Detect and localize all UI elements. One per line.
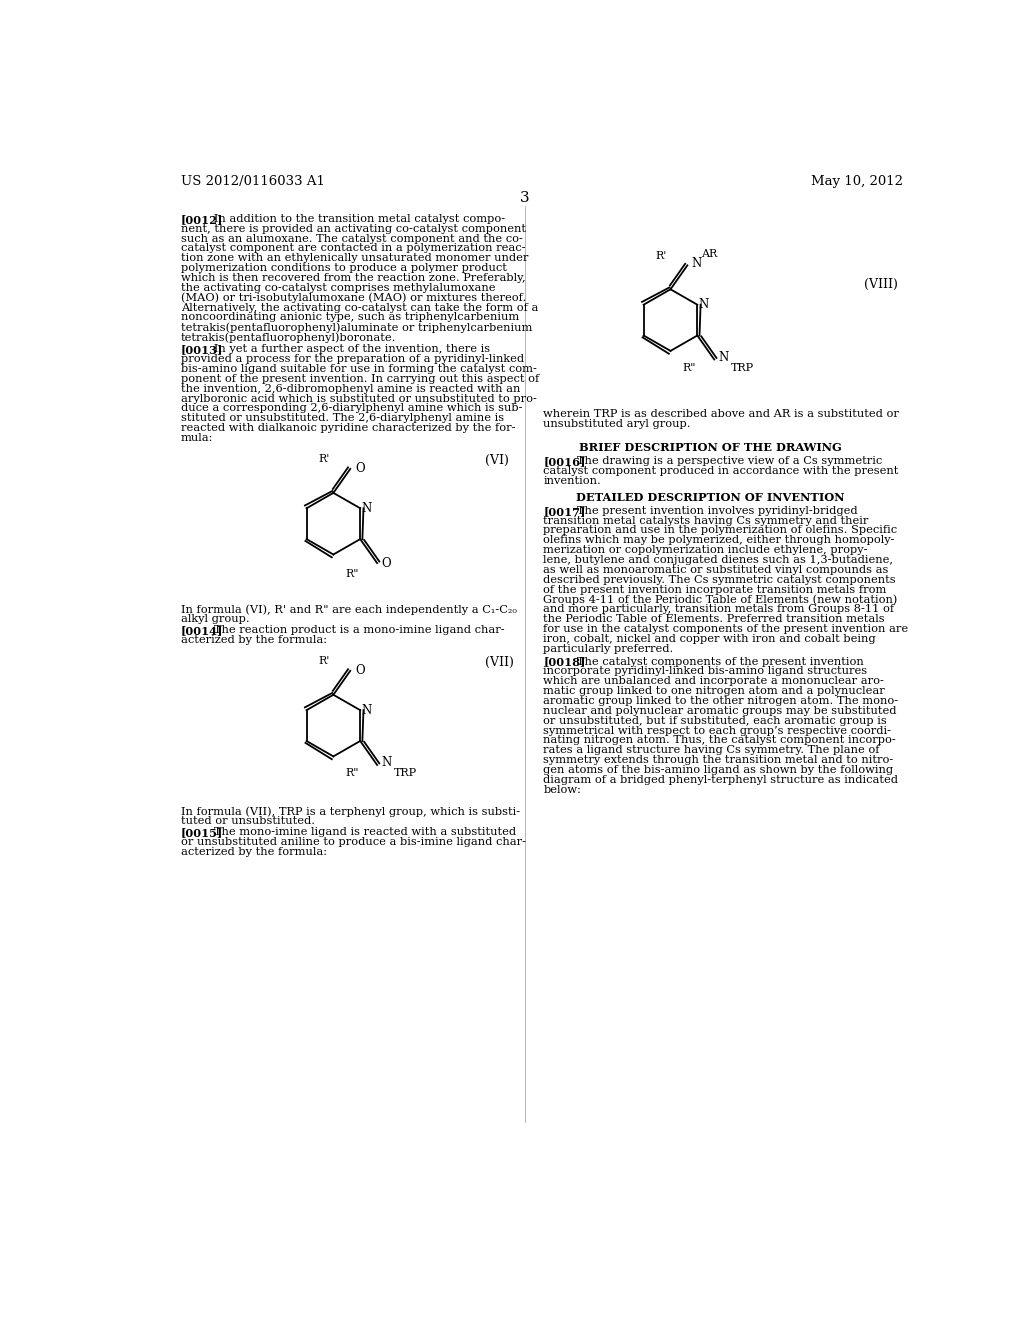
Text: the Periodic Table of Elements. Preferred transition metals: the Periodic Table of Elements. Preferre… xyxy=(544,614,885,624)
Text: [0012]: [0012] xyxy=(180,214,223,224)
Text: N: N xyxy=(382,756,392,770)
Text: as well as monoaromatic or substituted vinyl compounds as: as well as monoaromatic or substituted v… xyxy=(544,565,889,574)
Text: [0015]: [0015] xyxy=(180,826,223,838)
Text: merization or copolymerization include ethylene, propy-: merization or copolymerization include e… xyxy=(544,545,868,556)
Text: incorporate pyridinyl-linked bis-amino ligand structures: incorporate pyridinyl-linked bis-amino l… xyxy=(544,667,867,676)
Text: aromatic group linked to the other nitrogen atom. The mono-: aromatic group linked to the other nitro… xyxy=(544,696,898,706)
Text: The drawing is a perspective view of a Cs symmetric: The drawing is a perspective view of a C… xyxy=(566,457,883,466)
Text: (VI): (VI) xyxy=(484,454,508,467)
Text: symmetry extends through the transition metal and to nitro-: symmetry extends through the transition … xyxy=(544,755,894,766)
Text: The present invention involves pyridinyl-bridged: The present invention involves pyridinyl… xyxy=(566,506,857,516)
Text: bis-amino ligand suitable for use in forming the catalyst com-: bis-amino ligand suitable for use in for… xyxy=(180,364,537,374)
Text: 3: 3 xyxy=(520,191,529,205)
Text: N: N xyxy=(361,704,372,717)
Text: particularly preferred.: particularly preferred. xyxy=(544,644,674,653)
Text: tion zone with an ethylenically unsaturated monomer under: tion zone with an ethylenically unsatura… xyxy=(180,253,528,263)
Text: [0018]: [0018] xyxy=(544,656,586,668)
Text: May 10, 2012: May 10, 2012 xyxy=(811,176,903,189)
Text: the activating co-catalyst comprises methylalumoxane: the activating co-catalyst comprises met… xyxy=(180,282,496,293)
Text: nating nitrogen atom. Thus, the catalyst component incorpo-: nating nitrogen atom. Thus, the catalyst… xyxy=(544,735,896,746)
Text: mula:: mula: xyxy=(180,433,213,444)
Text: O: O xyxy=(382,557,391,569)
Text: symmetrical with respect to each group’s respective coordi-: symmetrical with respect to each group’s… xyxy=(544,726,892,735)
Text: invention.: invention. xyxy=(544,475,601,486)
Text: lene, butylene and conjugated dienes such as 1,3-butadiene,: lene, butylene and conjugated dienes suc… xyxy=(544,554,893,565)
Text: TRP: TRP xyxy=(731,363,755,372)
Text: which is then recovered from the reaction zone. Preferably,: which is then recovered from the reactio… xyxy=(180,273,525,282)
Text: N: N xyxy=(691,256,701,269)
Text: In addition to the transition metal catalyst compo-: In addition to the transition metal cata… xyxy=(203,214,506,224)
Text: N: N xyxy=(699,298,710,312)
Text: wherein TRP is as described above and AR is a substituted or: wherein TRP is as described above and AR… xyxy=(544,409,899,418)
Text: TRP: TRP xyxy=(394,768,418,777)
Text: BRIEF DESCRIPTION OF THE DRAWING: BRIEF DESCRIPTION OF THE DRAWING xyxy=(579,442,842,453)
Text: N: N xyxy=(361,502,372,515)
Text: transition metal catalysts having Cs symmetry and their: transition metal catalysts having Cs sym… xyxy=(544,516,868,525)
Text: nuclear and polynuclear aromatic groups may be substituted: nuclear and polynuclear aromatic groups … xyxy=(544,706,897,715)
Text: R": R" xyxy=(345,569,358,579)
Text: AR: AR xyxy=(701,249,718,259)
Text: R": R" xyxy=(682,363,695,372)
Text: O: O xyxy=(355,664,365,677)
Text: (VII): (VII) xyxy=(484,656,513,669)
Text: tetrakis(pentafluorophenyl)boronate.: tetrakis(pentafluorophenyl)boronate. xyxy=(180,333,396,343)
Text: of the present invention incorporate transition metals from: of the present invention incorporate tra… xyxy=(544,585,887,594)
Text: The mono-imine ligand is reacted with a substituted: The mono-imine ligand is reacted with a … xyxy=(203,826,516,837)
Text: N: N xyxy=(719,351,729,363)
Text: provided a process for the preparation of a pyridinyl-linked: provided a process for the preparation o… xyxy=(180,354,524,364)
Text: [0016]: [0016] xyxy=(544,457,586,467)
Text: acterized by the formula:: acterized by the formula: xyxy=(180,846,327,857)
Text: alkyl group.: alkyl group. xyxy=(180,614,249,624)
Text: duce a corresponding 2,6-diarylphenyl amine which is sub-: duce a corresponding 2,6-diarylphenyl am… xyxy=(180,404,522,413)
Text: diagram of a bridged phenyl-terphenyl structure as indicated: diagram of a bridged phenyl-terphenyl st… xyxy=(544,775,898,785)
Text: [0017]: [0017] xyxy=(544,506,586,516)
Text: nent, there is provided an activating co-catalyst component: nent, there is provided an activating co… xyxy=(180,223,525,234)
Text: such as an alumoxane. The catalyst component and the co-: such as an alumoxane. The catalyst compo… xyxy=(180,234,522,244)
Text: rates a ligand structure having Cs symmetry. The plane of: rates a ligand structure having Cs symme… xyxy=(544,746,880,755)
Text: preparation and use in the polymerization of olefins. Specific: preparation and use in the polymerizatio… xyxy=(544,525,897,536)
Text: acterized by the formula:: acterized by the formula: xyxy=(180,635,327,645)
Text: US 2012/0116033 A1: US 2012/0116033 A1 xyxy=(180,176,325,189)
Text: In yet a further aspect of the invention, there is: In yet a further aspect of the invention… xyxy=(203,345,490,354)
Text: described previously. The Cs symmetric catalyst components: described previously. The Cs symmetric c… xyxy=(544,574,896,585)
Text: iron, cobalt, nickel and copper with iron and cobalt being: iron, cobalt, nickel and copper with iro… xyxy=(544,634,876,644)
Text: The catalyst components of the present invention: The catalyst components of the present i… xyxy=(566,656,863,667)
Text: In formula (VI), R' and R" are each independently a C₁-C₂₀: In formula (VI), R' and R" are each inde… xyxy=(180,605,516,615)
Text: reacted with dialkanoic pyridine characterized by the for-: reacted with dialkanoic pyridine charact… xyxy=(180,424,515,433)
Text: unsubstituted aryl group.: unsubstituted aryl group. xyxy=(544,418,691,429)
Text: noncoordinating anionic type, such as triphenylcarbenium: noncoordinating anionic type, such as tr… xyxy=(180,313,519,322)
Text: and more particularly, transition metals from Groups 8-11 of: and more particularly, transition metals… xyxy=(544,605,895,614)
Text: the invention, 2,6-dibromophenyl amine is reacted with an: the invention, 2,6-dibromophenyl amine i… xyxy=(180,384,520,393)
Text: R': R' xyxy=(318,454,330,465)
Text: for use in the catalyst components of the present invention are: for use in the catalyst components of th… xyxy=(544,624,908,634)
Text: (VIII): (VIII) xyxy=(863,277,898,290)
Text: [0013]: [0013] xyxy=(180,345,223,355)
Text: polymerization conditions to produce a polymer product: polymerization conditions to produce a p… xyxy=(180,263,507,273)
Text: olefins which may be polymerized, either through homopoly-: olefins which may be polymerized, either… xyxy=(544,535,895,545)
Text: R': R' xyxy=(655,251,667,261)
Text: R': R' xyxy=(318,656,330,667)
Text: R": R" xyxy=(345,768,358,777)
Text: O: O xyxy=(355,462,365,475)
Text: tuted or unsubstituted.: tuted or unsubstituted. xyxy=(180,816,314,826)
Text: [0014]: [0014] xyxy=(180,624,223,636)
Text: Groups 4-11 of the Periodic Table of Elements (new notation): Groups 4-11 of the Periodic Table of Ele… xyxy=(544,594,898,605)
Text: matic group linked to one nitrogen atom and a polynuclear: matic group linked to one nitrogen atom … xyxy=(544,686,885,696)
Text: The reaction product is a mono-imine ligand char-: The reaction product is a mono-imine lig… xyxy=(203,624,505,635)
Text: In formula (VII), TRP is a terphenyl group, which is substi-: In formula (VII), TRP is a terphenyl gro… xyxy=(180,807,520,817)
Text: DETAILED DESCRIPTION OF INVENTION: DETAILED DESCRIPTION OF INVENTION xyxy=(575,492,844,503)
Text: or unsubstituted, but if substituted, each aromatic group is: or unsubstituted, but if substituted, ea… xyxy=(544,715,887,726)
Text: below:: below: xyxy=(544,784,582,795)
Text: gen atoms of the bis-amino ligand as shown by the following: gen atoms of the bis-amino ligand as sho… xyxy=(544,766,894,775)
Text: (MAO) or tri-isobutylalumoxane (MAO) or mixtures thereof.: (MAO) or tri-isobutylalumoxane (MAO) or … xyxy=(180,293,526,304)
Text: catalyst component are contacted in a polymerization reac-: catalyst component are contacted in a po… xyxy=(180,243,525,253)
Text: catalyst component produced in accordance with the present: catalyst component produced in accordanc… xyxy=(544,466,899,477)
Text: which are unbalanced and incorporate a mononuclear aro-: which are unbalanced and incorporate a m… xyxy=(544,676,885,686)
Text: Alternatively, the activating co-catalyst can take the form of a: Alternatively, the activating co-catalys… xyxy=(180,302,538,313)
Text: or unsubstituted aniline to produce a bis-imine ligand char-: or unsubstituted aniline to produce a bi… xyxy=(180,837,525,846)
Text: tetrakis(pentafluorophenyl)aluminate or triphenylcarbenium: tetrakis(pentafluorophenyl)aluminate or … xyxy=(180,322,532,333)
Text: arylboronic acid which is substituted or unsubstituted to pro-: arylboronic acid which is substituted or… xyxy=(180,393,537,404)
Text: ponent of the present invention. In carrying out this aspect of: ponent of the present invention. In carr… xyxy=(180,374,539,384)
Text: stituted or unsubstituted. The 2,6-diarylphenyl amine is: stituted or unsubstituted. The 2,6-diary… xyxy=(180,413,504,424)
